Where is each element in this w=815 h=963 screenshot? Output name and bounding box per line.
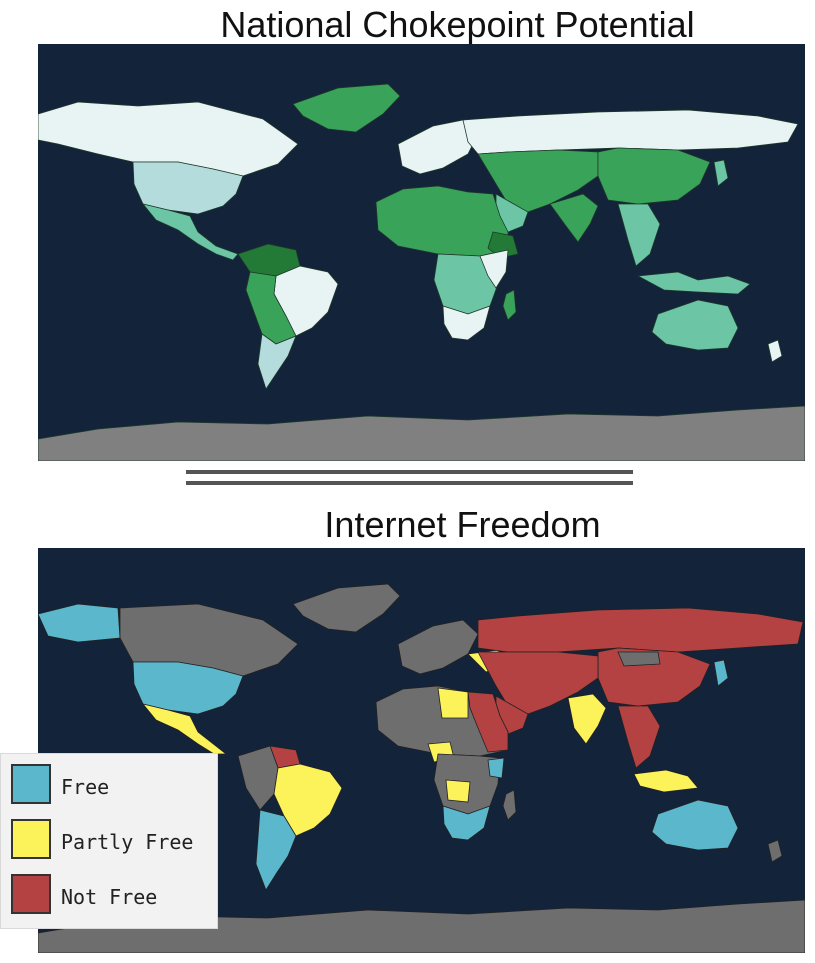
new-zealand xyxy=(767,839,783,863)
middle-east-central-asia xyxy=(477,149,599,213)
legend-item-partly-free: Partly Free xyxy=(11,819,216,863)
internet-freedom-map-svg xyxy=(38,548,805,953)
southeast-asia xyxy=(617,203,661,267)
australia xyxy=(651,299,739,351)
southern-africa xyxy=(442,305,491,341)
south-africa xyxy=(442,805,491,841)
separator-line xyxy=(186,470,633,474)
greenland xyxy=(292,583,401,633)
indonesia xyxy=(633,769,699,793)
antarctica xyxy=(38,405,805,461)
east-africa xyxy=(479,249,509,289)
legend-label-not-free: Not Free xyxy=(61,885,158,909)
usa xyxy=(132,661,244,715)
southern-cone xyxy=(257,333,297,390)
north-africa xyxy=(375,185,509,257)
europe xyxy=(397,119,479,175)
india xyxy=(549,193,599,243)
australia xyxy=(651,799,739,851)
legend: Free Partly Free Not Free xyxy=(0,753,218,929)
libya xyxy=(437,687,469,719)
madagascar xyxy=(502,289,517,321)
legend-item-not-free: Not Free xyxy=(11,874,216,918)
chokepoint-map-svg xyxy=(38,44,805,461)
brazil xyxy=(273,763,343,837)
legend-swatch-not-free xyxy=(11,874,51,914)
kenya xyxy=(487,757,505,779)
separator-line xyxy=(186,481,633,485)
internet-freedom-map xyxy=(38,548,805,953)
japan xyxy=(713,659,729,687)
middle-east xyxy=(477,651,599,715)
horn-of-africa xyxy=(487,231,519,259)
legend-swatch-free xyxy=(11,764,51,804)
legend-swatch-partly-free xyxy=(11,819,51,859)
angola xyxy=(445,779,471,803)
legend-label-partly-free: Partly Free xyxy=(61,830,194,854)
japan xyxy=(713,159,729,187)
new-zealand xyxy=(767,339,783,363)
egypt-sudan-ethiopia xyxy=(467,691,509,753)
indonesia xyxy=(636,271,751,295)
legend-label-free: Free xyxy=(61,775,110,799)
southeast-asia xyxy=(617,705,661,769)
india xyxy=(567,693,607,745)
china xyxy=(597,147,711,205)
greenland xyxy=(292,83,401,133)
legend-item-free: Free xyxy=(11,764,216,808)
mexico xyxy=(141,703,228,755)
madagascar xyxy=(502,789,517,821)
top-map-title: National Chokepoint Potential xyxy=(220,4,695,45)
argentina xyxy=(255,809,297,891)
mexico-central-america xyxy=(141,203,239,261)
chokepoint-map xyxy=(38,44,805,461)
usa xyxy=(132,161,244,215)
bottom-map-title: Internet Freedom xyxy=(324,504,601,545)
mongolia xyxy=(617,651,661,667)
